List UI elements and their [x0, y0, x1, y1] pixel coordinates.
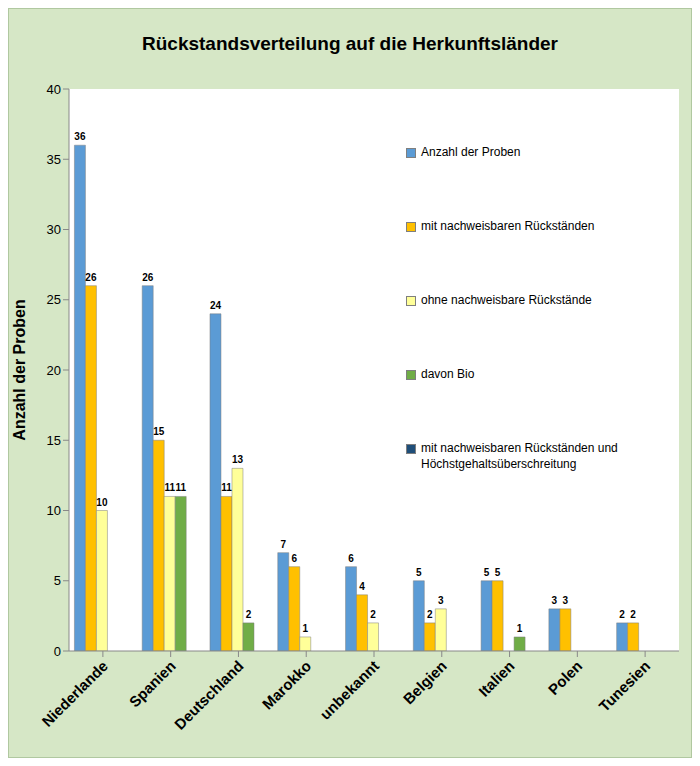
svg-text:Spanien: Spanien	[126, 657, 179, 710]
html-text:Rückstandsverteilung auf die H: Rückstandsverteilung auf die Herkunftslä…	[142, 33, 558, 54]
svg-text:13: 13	[232, 454, 244, 465]
svg-text:20: 20	[47, 363, 61, 378]
svg-text:36: 36	[74, 131, 86, 142]
svg-text:5: 5	[495, 567, 501, 578]
svg-text:15: 15	[153, 426, 165, 437]
html-text:davon Bio: davon Bio	[421, 367, 475, 381]
svg-text:24: 24	[210, 300, 222, 311]
svg-text:7: 7	[280, 539, 286, 550]
svg-text:2: 2	[427, 609, 433, 620]
svg-text:Niederlande: Niederlande	[38, 657, 111, 730]
svg-text:2: 2	[630, 609, 636, 620]
svg-text:5: 5	[484, 567, 490, 578]
svg-text:Polen: Polen	[545, 657, 586, 698]
svg-text:6: 6	[348, 553, 354, 564]
svg-text:10: 10	[47, 503, 61, 518]
svg-text:10: 10	[96, 497, 108, 508]
svg-text:5: 5	[416, 567, 422, 578]
svg-text:15: 15	[47, 433, 61, 448]
svg-text:Belgien: Belgien	[400, 657, 450, 707]
svg-text:1: 1	[302, 623, 308, 634]
svg-text:0: 0	[54, 644, 61, 659]
html-text:Anzahl der Proben: Anzahl der Proben	[421, 145, 521, 159]
svg-text:3: 3	[438, 595, 444, 606]
svg-text:1: 1	[517, 623, 523, 634]
svg-text:Anzahl der Proben: Anzahl der Proben	[11, 299, 28, 440]
svg-text:Italien: Italien	[475, 657, 518, 700]
svg-text:11: 11	[164, 482, 175, 493]
svg-text:3: 3	[552, 595, 558, 606]
svg-text:26: 26	[85, 272, 97, 283]
svg-text:35: 35	[47, 152, 61, 167]
svg-text:26: 26	[142, 272, 154, 283]
html-text:mit nachweisbaren Rückständen: mit nachweisbaren Rückständen	[421, 219, 595, 233]
svg-text:Deutschland: Deutschland	[171, 657, 247, 733]
svg-text:25: 25	[47, 292, 61, 307]
svg-text:4: 4	[359, 581, 365, 592]
svg-text:3: 3	[563, 595, 569, 606]
html-text:mit nachweisbaren Rückständen: mit nachweisbaren Rückständen und Höchst…	[421, 441, 618, 471]
svg-text:2: 2	[246, 609, 252, 620]
svg-text:30: 30	[47, 222, 61, 237]
svg-text:unbekannt: unbekannt	[316, 657, 382, 723]
svg-text:40: 40	[47, 82, 61, 97]
svg-text:11: 11	[175, 482, 186, 493]
svg-text:Tunesien: Tunesien	[595, 657, 653, 715]
html-text:ohne nachweisbare Rückstände: ohne nachweisbare Rückstände	[421, 293, 592, 307]
svg-text:6: 6	[291, 553, 297, 564]
svg-text:11: 11	[221, 482, 232, 493]
svg-text:5: 5	[54, 573, 61, 588]
svg-text:2: 2	[619, 609, 625, 620]
svg-text:2: 2	[370, 609, 376, 620]
svg-text:Marokko: Marokko	[259, 657, 315, 713]
